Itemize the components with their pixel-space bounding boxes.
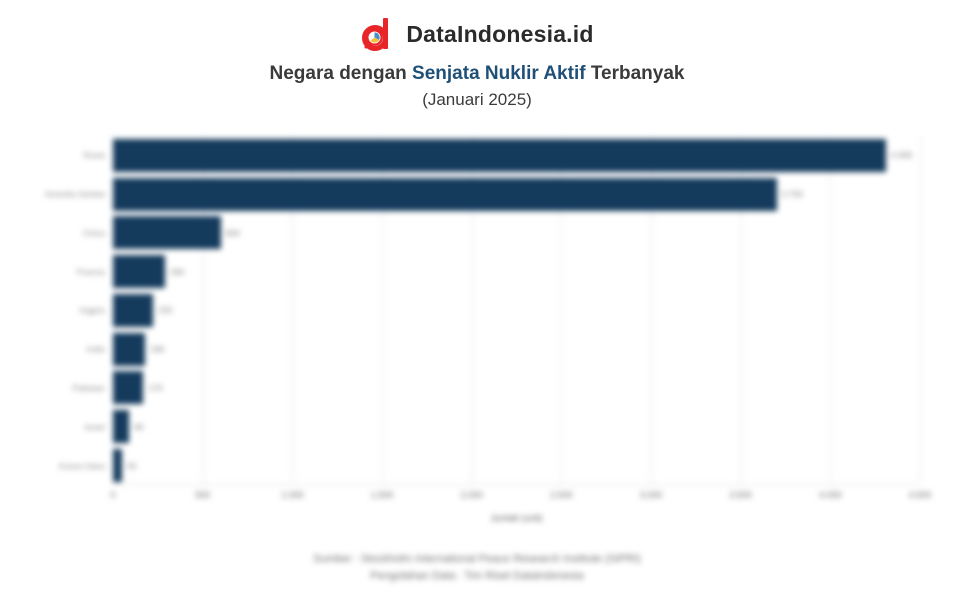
x-tick-label: 1.000 xyxy=(281,490,304,500)
gridline xyxy=(740,136,742,484)
value-label: 600 xyxy=(225,227,240,238)
bar-row: Korea Utara 50 xyxy=(59,446,920,485)
chart-title: Negara dengan Senjata Nuklir Aktif Terba… xyxy=(0,61,954,87)
brand-name: DataIndonesia.id xyxy=(406,20,594,47)
dataindonesia-logo-icon xyxy=(360,16,396,52)
bar-row: Pakistan 170 xyxy=(72,369,920,408)
x-tick-label: 3.000 xyxy=(639,490,663,500)
category-label: China xyxy=(82,227,105,238)
bar xyxy=(113,293,154,327)
category-label: India xyxy=(86,344,105,355)
gridline xyxy=(650,136,652,484)
bar-chart: Rusia 4.309 Amerika Serikat 3.700 China 600 Pr… xyxy=(0,136,940,523)
x-tick-label: 4.500 xyxy=(908,490,932,500)
infographic-page: DataIndonesia.id Negara dengan Senjata N… xyxy=(0,15,954,596)
bar xyxy=(113,138,886,172)
bar-row: India 180 xyxy=(87,330,920,369)
x-axis-ticks: 0 500 1.000 1.500 2.000 2.500 3.000 3.500 4.000 4… xyxy=(110,485,931,501)
x-tick-label: 2.500 xyxy=(550,490,573,500)
category-label: Amerika Serikat xyxy=(45,189,105,200)
bar xyxy=(113,410,130,444)
x-axis-title: Jumlah (unit) xyxy=(490,513,543,523)
value-label: 50 xyxy=(126,460,137,471)
category-label: Israel xyxy=(84,421,105,432)
gridline xyxy=(561,136,563,484)
chart-region: Rusia 4.309 Amerika Serikat 3.700 China 600 Pr… xyxy=(0,136,954,523)
title-prefix: Negara dengan xyxy=(269,63,413,84)
bar-row: China 600 xyxy=(83,214,920,253)
bar xyxy=(113,371,144,405)
category-label: Inggris xyxy=(79,305,105,316)
plot-area: Rusia 4.309 Amerika Serikat 3.700 China 600 Pr… xyxy=(45,136,921,485)
title-highlight: Senjata Nuklir Aktif xyxy=(412,63,586,84)
gridline xyxy=(471,136,473,484)
value-label: 4.309 xyxy=(890,150,913,161)
value-label: 290 xyxy=(170,266,185,277)
gridline xyxy=(381,136,383,484)
value-label: 225 xyxy=(158,305,173,316)
source-note: Sumber : Stockholm International Peace R… xyxy=(313,553,641,565)
category-label: Pakistan xyxy=(72,382,105,393)
category-label: Korea Utara xyxy=(59,460,105,471)
value-label: 90 xyxy=(134,421,144,432)
bar-row: Rusia 4.309 xyxy=(83,136,920,175)
gridline xyxy=(830,136,832,484)
bar-row: Inggris 225 xyxy=(79,291,920,330)
category-label: Rusia xyxy=(83,150,105,161)
gridline xyxy=(292,136,294,484)
gridline xyxy=(920,136,921,484)
x-tick-label: 1.500 xyxy=(370,490,394,500)
value-label: 3.700 xyxy=(781,189,803,200)
x-tick-label: 2.000 xyxy=(460,490,483,500)
bar xyxy=(113,255,165,289)
value-label: 170 xyxy=(148,382,163,393)
x-tick-label: 500 xyxy=(195,490,211,500)
footer: Sumber : Stockholm International Peace R… xyxy=(0,551,954,585)
bar xyxy=(113,216,221,250)
bar-row: Prancis 290 xyxy=(77,252,920,291)
x-tick-label: 3.500 xyxy=(729,490,752,500)
bar-row: Israel 90 xyxy=(84,407,920,446)
chart-subtitle: (Januari 2025) xyxy=(422,90,532,109)
gridline xyxy=(202,136,204,484)
value-label: 180 xyxy=(150,344,165,355)
category-label: Prancis xyxy=(76,266,105,277)
bar xyxy=(113,177,777,211)
x-tick-label: 0 xyxy=(110,490,116,500)
title-suffix: Terbanyak xyxy=(585,63,685,84)
brand-header: DataIndonesia.id xyxy=(0,15,954,53)
bar-row: Amerika Serikat 3.700 xyxy=(45,175,920,214)
x-tick-label: 4.000 xyxy=(819,490,842,500)
bar xyxy=(113,332,146,366)
credit-note: Pengolahan Data : Tim Riset Dataindonesi… xyxy=(370,570,584,582)
bar xyxy=(113,449,122,482)
